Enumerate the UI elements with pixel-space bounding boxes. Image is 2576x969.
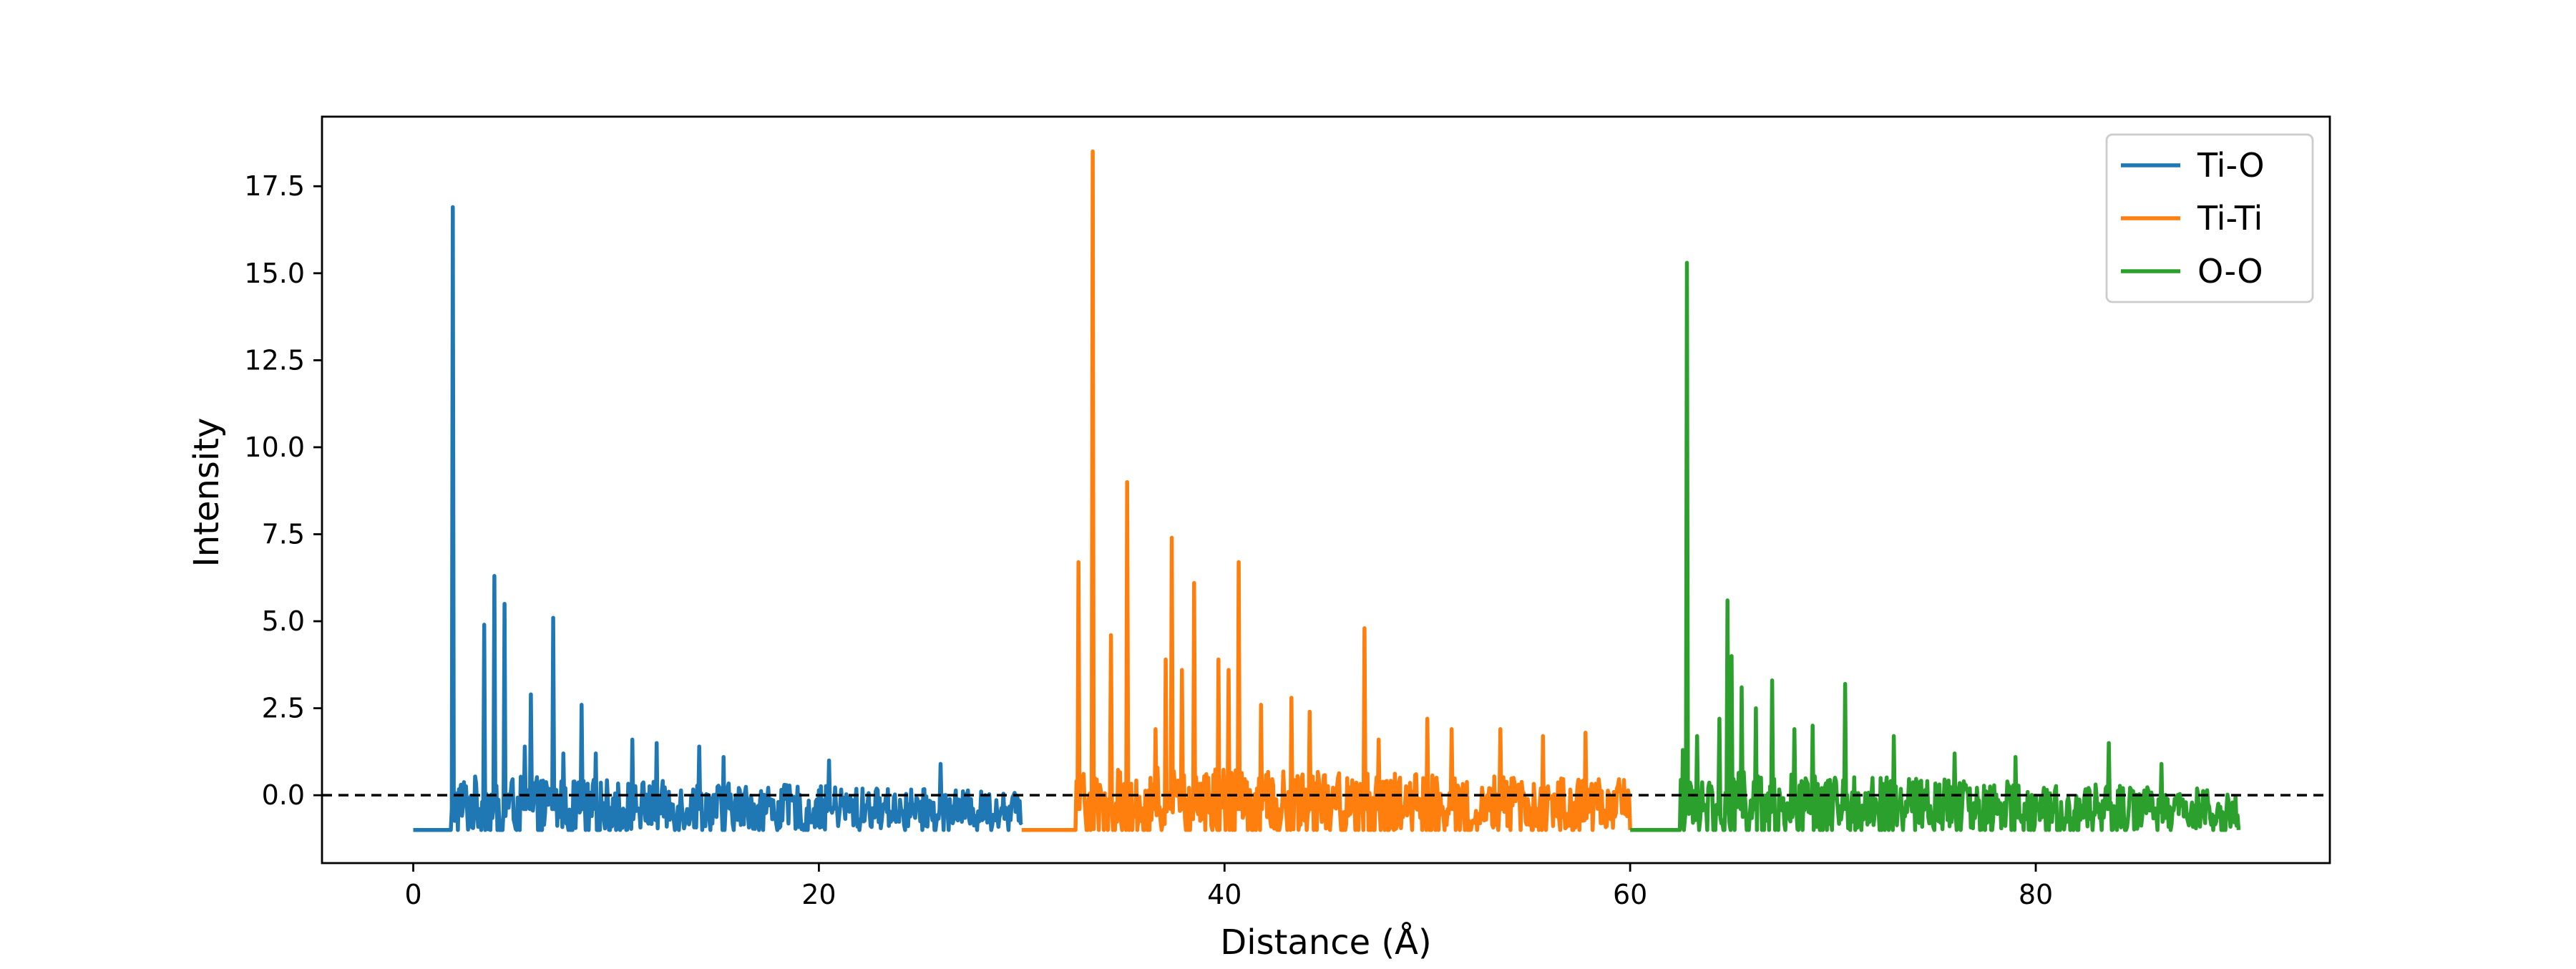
- y-tick-label: 12.5: [244, 344, 305, 376]
- series-line-ti-ti: [1020, 149, 1632, 832]
- y-tick-label: 7.5: [262, 518, 305, 550]
- legend-label: O-O: [2197, 252, 2263, 291]
- y-tick-label: 2.5: [262, 693, 305, 724]
- x-tick-label: 80: [2019, 879, 2053, 910]
- x-tick-label: 40: [1207, 879, 1241, 910]
- y-tick-label: 15.0: [244, 258, 305, 289]
- y-tick-label: 10.0: [244, 432, 305, 463]
- x-tick-label: 20: [801, 879, 836, 910]
- y-tick-label: 5.0: [262, 605, 305, 637]
- legend-label: Ti-O: [2197, 146, 2265, 185]
- plot-frame: [321, 115, 2331, 865]
- y-tick-label: 0.0: [262, 779, 305, 811]
- x-tick-label: 0: [404, 879, 421, 910]
- legend-box: [2105, 133, 2314, 303]
- y-axis-label: Intensity: [187, 418, 227, 568]
- legend-label: Ti-Ti: [2197, 199, 2263, 238]
- x-axis-label: Distance (Å): [1220, 922, 1431, 963]
- plot-area: [322, 149, 2330, 832]
- series-line-ti-o: [412, 205, 1023, 832]
- x-tick-label: 60: [1613, 879, 1647, 910]
- y-tick-label: 17.5: [244, 170, 305, 202]
- series-line-o-o: [1629, 260, 2241, 832]
- legend: Ti-O Ti-Ti O-O: [2105, 133, 2314, 303]
- axes: 0 20 40 60 80 0.0 2.5 5.0 7.5 10.0 12.5 15.0 17.5: [244, 115, 2331, 910]
